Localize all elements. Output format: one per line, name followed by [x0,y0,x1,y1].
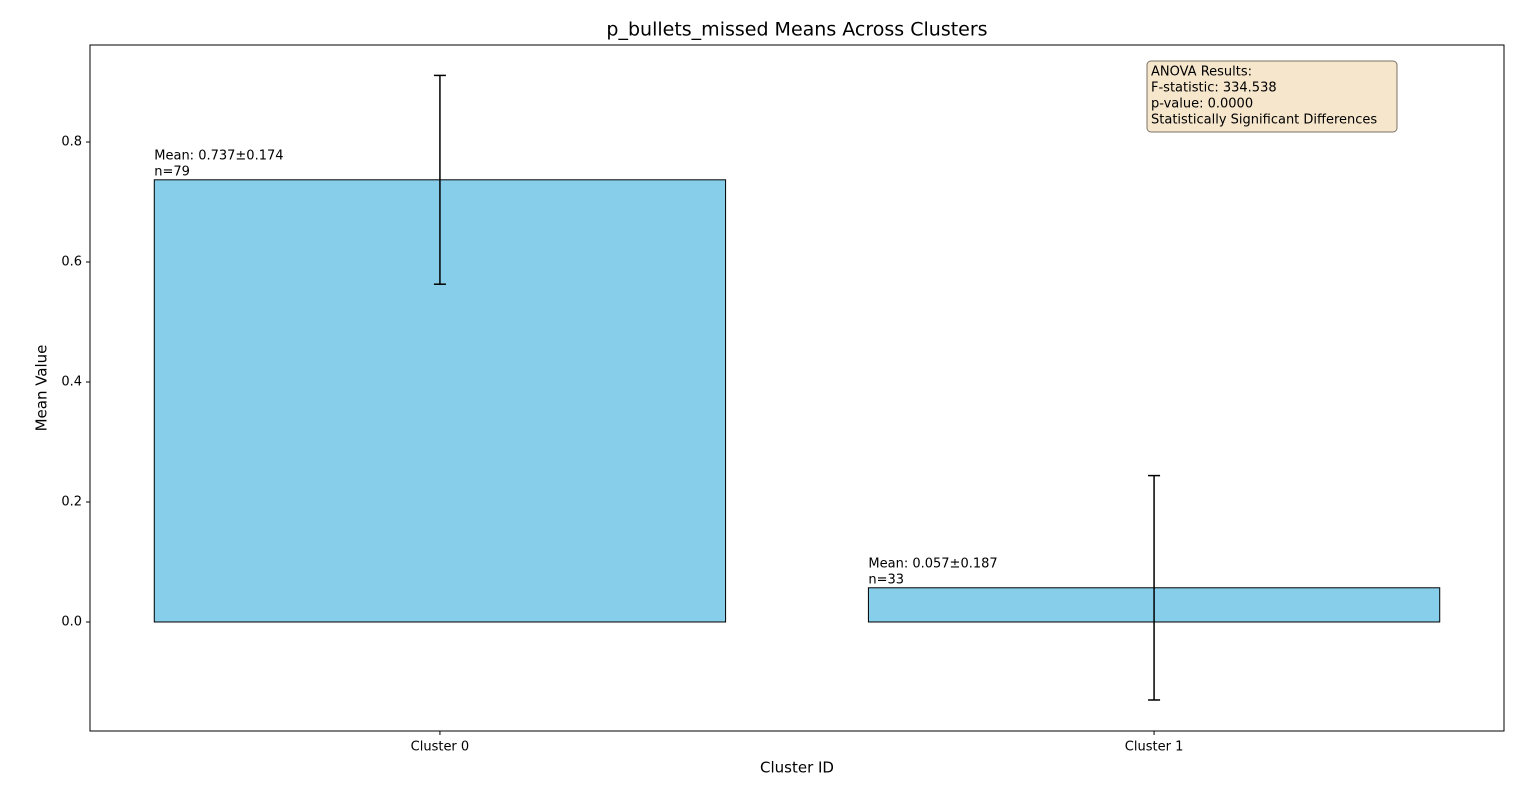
text-box-line: p-value: 0.0000 [1151,97,1253,112]
error-bar [433,74,446,285]
x-tick-label: Cluster 0 [411,740,470,755]
y-tick-label: 0.2 [61,494,82,509]
y-axis-label: Mean Value [33,345,51,432]
bar-annotation: Mean: 0.737±0.174 [154,148,283,163]
bar-annotation: Mean: 0.057±0.187 [868,556,997,571]
y-tick-label: 0.0 [61,614,82,629]
y-tick-label: 0.8 [61,135,82,150]
text-box-line: Statistically Significant Differences [1151,113,1377,128]
x-tick-label: Cluster 1 [1125,740,1184,755]
y-tick-label: 0.6 [61,255,82,270]
bar-annotation: n=79 [154,164,190,179]
plot-frame [89,44,1505,732]
chart-title: p_bullets_missed Means Across Clusters [606,19,987,41]
text-box-line: ANOVA Results: [1151,65,1252,80]
text-box [1146,60,1398,133]
error-bar [1148,474,1161,701]
y-tick-label: 0.4 [61,375,82,390]
x-axis-label: Cluster ID [760,759,834,777]
text-box-line: F-statistic: 334.538 [1151,81,1277,96]
bar-annotation: n=33 [868,572,904,587]
